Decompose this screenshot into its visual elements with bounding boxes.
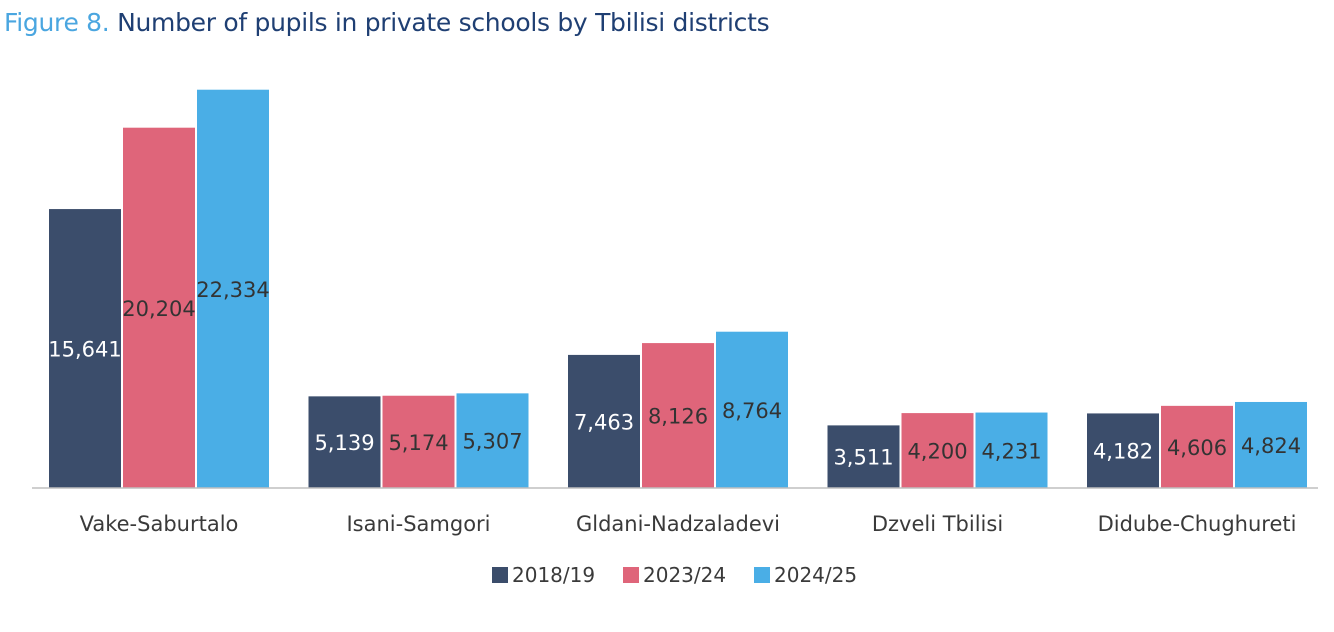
legend-label: 2023/24 xyxy=(643,563,726,587)
bar-2018-19-gldani-nadzaladevi xyxy=(568,354,640,488)
category-label: Dzveli Tbilisi xyxy=(872,512,1003,536)
legend-label: 2018/19 xyxy=(512,563,595,587)
value-label: 15,641 xyxy=(48,338,121,362)
category-label: Vake-Saburtalo xyxy=(80,512,239,536)
legend-label: 2024/25 xyxy=(774,563,857,587)
value-label: 5,307 xyxy=(462,430,522,454)
legend-swatch xyxy=(623,567,639,583)
value-label: 5,139 xyxy=(314,431,374,455)
bar-2023-24-dzveli-tbilisi xyxy=(901,413,974,488)
bar-2024-25-didube-chughureti xyxy=(1235,401,1307,488)
bar-2018-19-dzveli-tbilisi xyxy=(827,425,900,488)
bar-2018-19-vake-saburtalo xyxy=(49,209,121,488)
value-label: 22,334 xyxy=(196,278,269,302)
value-label: 4,824 xyxy=(1241,434,1301,458)
value-label: 5,174 xyxy=(388,431,448,455)
bar-2023-24-gldani-nadzaladevi xyxy=(642,343,714,488)
chart-title-text: Number of pupils in private schools by T… xyxy=(117,8,770,37)
category-label: Gldani-Nadzaladevi xyxy=(576,512,780,536)
category-labels-layer: Vake-Saburtalo Isani-Samgori Gldani-Nadzal… xyxy=(80,512,1297,536)
value-label: 4,200 xyxy=(907,440,967,464)
category-label: Didube-Chughureti xyxy=(1098,512,1297,536)
value-label: 8,764 xyxy=(722,399,782,423)
value-label: 4,182 xyxy=(1093,440,1153,464)
value-label: 7,463 xyxy=(574,410,634,434)
chart-title: Figure 8. Number of pupils in private sc… xyxy=(4,8,770,37)
value-label: 4,231 xyxy=(981,439,1041,463)
bars-layer xyxy=(49,89,1307,489)
bar-2018-19-didube-chughureti xyxy=(1087,413,1159,488)
legend-swatch xyxy=(754,567,770,583)
value-label: 8,126 xyxy=(648,405,708,429)
value-label: 3,511 xyxy=(833,446,893,470)
value-label: 20,204 xyxy=(122,297,195,321)
legend: 2018/19 2023/24 2024/25 xyxy=(492,563,857,587)
bar-2024-25-dzveli-tbilisi xyxy=(975,412,1048,488)
value-label: 4,606 xyxy=(1167,436,1227,460)
legend-swatch xyxy=(492,567,508,583)
bar-2024-25-vake-saburtalo xyxy=(197,89,269,489)
bar-2023-24-isani-samgori xyxy=(382,395,455,488)
figure-number: Figure 8. xyxy=(4,8,110,37)
bar-2023-24-vake-saburtalo xyxy=(123,127,195,488)
category-label: Isani-Samgori xyxy=(346,512,490,536)
bar-2024-25-isani-samgori xyxy=(456,393,529,488)
bar-2018-19-isani-samgori xyxy=(308,396,381,488)
bar-2023-24-didube-chughureti xyxy=(1161,405,1233,488)
bar-2024-25-gldani-nadzaladevi xyxy=(716,331,788,488)
